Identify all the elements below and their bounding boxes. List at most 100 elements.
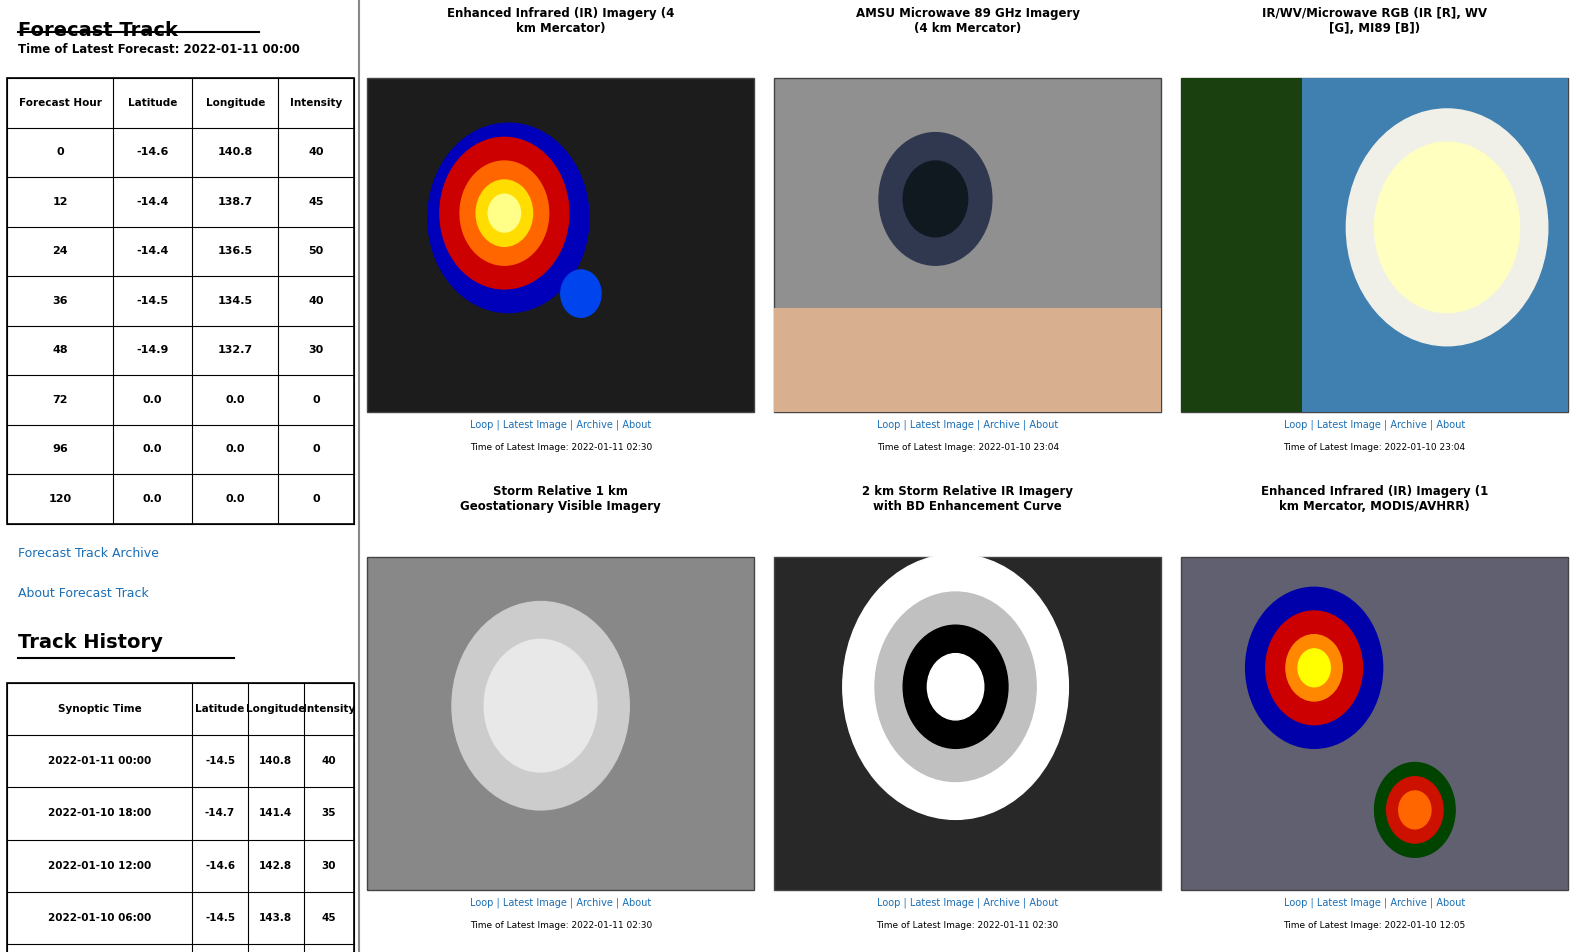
Text: Enhanced Infrared (IR) Imagery (1
km Mercator, MODIS/AVHRR): Enhanced Infrared (IR) Imagery (1 km Mer… bbox=[1261, 486, 1488, 513]
Circle shape bbox=[427, 123, 589, 312]
Text: Time of Latest Image: 2022-01-11 02:30: Time of Latest Image: 2022-01-11 02:30 bbox=[470, 443, 652, 452]
Circle shape bbox=[476, 180, 533, 247]
Circle shape bbox=[561, 270, 600, 317]
Text: Loop | Latest Image | Archive | About: Loop | Latest Image | Archive | About bbox=[876, 419, 1059, 429]
Text: IR/WV/Microwave RGB (IR [R], WV
[G], MI89 [B]): IR/WV/Microwave RGB (IR [R], WV [G], MI8… bbox=[1262, 7, 1488, 35]
Text: -14.4: -14.4 bbox=[137, 247, 169, 256]
Text: 0.0: 0.0 bbox=[143, 445, 162, 454]
Text: Enhanced Infrared (IR) Imagery (4
km Mercator): Enhanced Infrared (IR) Imagery (4 km Mer… bbox=[448, 7, 675, 35]
Text: Forecast Track Archive: Forecast Track Archive bbox=[17, 547, 159, 561]
Circle shape bbox=[1346, 109, 1548, 346]
Text: 0.0: 0.0 bbox=[225, 395, 246, 405]
Text: 136.5: 136.5 bbox=[217, 247, 252, 256]
Circle shape bbox=[1299, 649, 1330, 686]
Text: -14.5: -14.5 bbox=[205, 913, 235, 923]
Text: Time of Latest Image: 2022-01-11 02:30: Time of Latest Image: 2022-01-11 02:30 bbox=[876, 922, 1059, 930]
Text: -14.5: -14.5 bbox=[137, 296, 169, 306]
Circle shape bbox=[1387, 777, 1444, 843]
Circle shape bbox=[452, 602, 629, 810]
Text: 0: 0 bbox=[312, 445, 320, 454]
Bar bbox=[1180, 557, 1568, 890]
Text: Forecast Hour: Forecast Hour bbox=[19, 98, 101, 108]
Text: Time of Latest Image: 2022-01-10 23:04: Time of Latest Image: 2022-01-10 23:04 bbox=[1283, 443, 1466, 452]
Text: 35: 35 bbox=[322, 808, 336, 819]
Text: AMSU Microwave 89 GHz Imagery
(4 km Mercator): AMSU Microwave 89 GHz Imagery (4 km Merc… bbox=[856, 7, 1080, 35]
Text: 40: 40 bbox=[309, 296, 325, 306]
Text: 0: 0 bbox=[312, 494, 320, 504]
Text: 2022-01-10 06:00: 2022-01-10 06:00 bbox=[49, 913, 151, 923]
Circle shape bbox=[455, 161, 489, 199]
Circle shape bbox=[1374, 142, 1519, 312]
Text: 45: 45 bbox=[309, 197, 325, 207]
Text: About Forecast Track: About Forecast Track bbox=[17, 587, 148, 601]
Circle shape bbox=[879, 132, 991, 266]
Bar bbox=[8, 683, 355, 952]
Circle shape bbox=[1399, 791, 1431, 829]
Text: 45: 45 bbox=[322, 913, 336, 923]
Text: Loop | Latest Image | Archive | About: Loop | Latest Image | Archive | About bbox=[876, 898, 1059, 908]
Circle shape bbox=[1286, 635, 1343, 701]
Circle shape bbox=[484, 640, 597, 772]
Circle shape bbox=[843, 554, 1069, 820]
Text: 0.0: 0.0 bbox=[225, 445, 246, 454]
Text: 142.8: 142.8 bbox=[258, 861, 292, 871]
Text: 0: 0 bbox=[57, 148, 65, 157]
Text: Intensity: Intensity bbox=[303, 704, 355, 714]
Circle shape bbox=[1266, 611, 1363, 724]
Text: 12: 12 bbox=[52, 197, 68, 207]
Text: -14.6: -14.6 bbox=[205, 861, 235, 871]
Bar bbox=[1180, 78, 1302, 412]
Text: Track History: Track History bbox=[17, 633, 162, 652]
Bar bbox=[367, 78, 755, 412]
Text: -14.7: -14.7 bbox=[205, 808, 235, 819]
Bar bbox=[774, 78, 1162, 412]
Circle shape bbox=[460, 161, 548, 266]
Text: 48: 48 bbox=[52, 346, 68, 355]
Text: 140.8: 140.8 bbox=[217, 148, 254, 157]
Bar bbox=[8, 78, 355, 524]
Text: 143.8: 143.8 bbox=[258, 913, 292, 923]
Text: Time of Latest Image: 2022-01-10 23:04: Time of Latest Image: 2022-01-10 23:04 bbox=[876, 443, 1059, 452]
Text: 140.8: 140.8 bbox=[258, 756, 292, 766]
Text: 40: 40 bbox=[309, 148, 325, 157]
Bar bbox=[774, 307, 1162, 412]
Text: 0.0: 0.0 bbox=[225, 494, 246, 504]
Circle shape bbox=[927, 654, 983, 720]
Text: Loop | Latest Image | Archive | About: Loop | Latest Image | Archive | About bbox=[1284, 898, 1466, 908]
Text: Forecast Track: Forecast Track bbox=[17, 21, 178, 40]
Circle shape bbox=[875, 592, 1035, 782]
Text: Longitude: Longitude bbox=[246, 704, 306, 714]
Text: Time of Latest Forecast: 2022-01-11 00:00: Time of Latest Forecast: 2022-01-11 00:0… bbox=[17, 43, 299, 56]
Text: 2022-01-10 12:00: 2022-01-10 12:00 bbox=[49, 861, 151, 871]
Text: 30: 30 bbox=[309, 346, 323, 355]
Text: -14.6: -14.6 bbox=[137, 148, 169, 157]
Text: 138.7: 138.7 bbox=[217, 197, 252, 207]
Circle shape bbox=[440, 137, 569, 288]
Text: -14.9: -14.9 bbox=[137, 346, 169, 355]
Circle shape bbox=[1374, 763, 1455, 857]
Circle shape bbox=[1245, 587, 1382, 748]
Text: 0.0: 0.0 bbox=[143, 494, 162, 504]
Text: Storm Relative 1 km
Geostationary Visible Imagery: Storm Relative 1 km Geostationary Visibl… bbox=[460, 486, 662, 513]
Text: 2022-01-11 00:00: 2022-01-11 00:00 bbox=[49, 756, 151, 766]
Text: 134.5: 134.5 bbox=[217, 296, 252, 306]
Text: 141.4: 141.4 bbox=[258, 808, 293, 819]
Text: 0: 0 bbox=[312, 395, 320, 405]
Text: Latitude: Latitude bbox=[195, 704, 244, 714]
Circle shape bbox=[903, 161, 968, 237]
Text: Loop | Latest Image | Archive | About: Loop | Latest Image | Archive | About bbox=[1284, 419, 1466, 429]
Text: 120: 120 bbox=[49, 494, 72, 504]
Text: Longitude: Longitude bbox=[206, 98, 265, 108]
Text: Time of Latest Image: 2022-01-10 12:05: Time of Latest Image: 2022-01-10 12:05 bbox=[1283, 922, 1466, 930]
Text: 72: 72 bbox=[52, 395, 68, 405]
Text: 24: 24 bbox=[52, 247, 68, 256]
Text: 30: 30 bbox=[322, 861, 336, 871]
Text: Loop | Latest Image | Archive | About: Loop | Latest Image | Archive | About bbox=[470, 419, 651, 429]
Text: Time of Latest Image: 2022-01-11 02:30: Time of Latest Image: 2022-01-11 02:30 bbox=[470, 922, 652, 930]
Text: 40: 40 bbox=[322, 756, 336, 766]
Text: 2 km Storm Relative IR Imagery
with BD Enhancement Curve: 2 km Storm Relative IR Imagery with BD E… bbox=[862, 486, 1073, 513]
Text: 96: 96 bbox=[52, 445, 68, 454]
Text: Intensity: Intensity bbox=[290, 98, 342, 108]
Text: -14.4: -14.4 bbox=[137, 197, 169, 207]
Bar bbox=[1180, 78, 1568, 412]
